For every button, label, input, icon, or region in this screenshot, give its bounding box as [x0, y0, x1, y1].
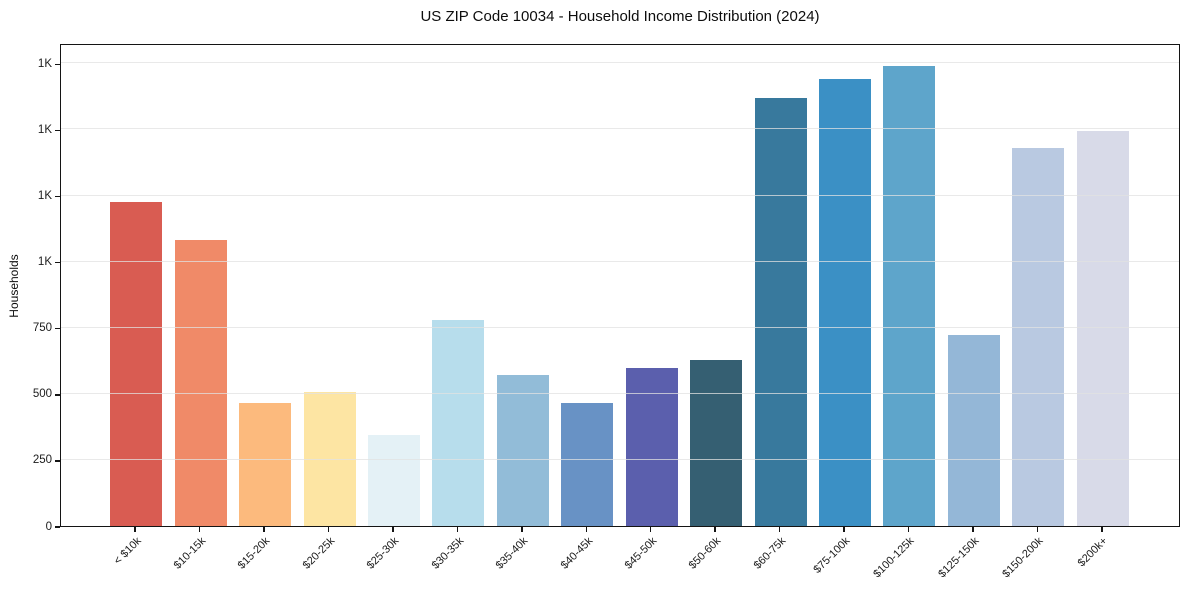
gridline [61, 392, 1179, 394]
x-tick-label: $45-50k [622, 535, 660, 572]
y-tick-mark [54, 327, 60, 330]
y-tick-mark [54, 129, 60, 132]
x-tick-label: $150-200k [1000, 535, 1046, 581]
x-tick-label: $50-60k [687, 535, 724, 572]
chart-title: US ZIP Code 10034 - Household Income Dis… [420, 8, 820, 25]
x-tick-mark [521, 527, 523, 532]
x-tick-label: $15-20k [235, 535, 273, 572]
bar-< $10k [110, 202, 163, 526]
y-tick-label: 1K [37, 57, 52, 70]
bar-$15-20k [239, 403, 292, 526]
bar-$35-40k [496, 374, 549, 526]
bar-$10-15k [174, 240, 227, 526]
x-tick-mark [392, 527, 394, 532]
plot-area [60, 44, 1180, 527]
x-tick-label: $40-45k [558, 535, 595, 572]
y-tick-label: 1K [37, 190, 52, 203]
x-tick-mark [972, 527, 974, 532]
bar-$75-100k [819, 79, 872, 526]
x-tick-mark [649, 527, 652, 532]
x-tick-label: $60-75k [751, 535, 789, 572]
gridline [61, 260, 1179, 262]
x-tick-label: $75-100k [811, 535, 853, 576]
x-tick-label: < $10k [111, 535, 144, 568]
x-tick-label: $200k+ [1076, 535, 1111, 570]
bar-$200k+ [1076, 131, 1129, 526]
gridline [61, 194, 1179, 196]
y-tick-mark [54, 526, 60, 528]
x-tick-mark [134, 527, 136, 532]
x-tick-mark [456, 527, 459, 532]
x-tick-label: $35-40k [493, 535, 531, 572]
bar-$100-125k [883, 65, 936, 526]
gridline [61, 62, 1179, 64]
gridline [61, 326, 1179, 328]
y-tick-label: 750 [32, 322, 52, 335]
bar-$50-60k [690, 359, 743, 526]
bar-$40-45k [561, 402, 614, 526]
y-tick-mark [54, 195, 60, 198]
bar-$25-30k [367, 434, 420, 526]
gridline [61, 128, 1179, 130]
x-tick-label: $30-35k [429, 535, 466, 572]
bar-$30-35k [432, 320, 485, 526]
x-tick-mark [778, 527, 781, 532]
y-tick-mark [54, 394, 60, 396]
y-tick-label: 500 [32, 388, 52, 401]
y-tick-label: 1K [37, 256, 52, 269]
x-tick-mark [585, 527, 588, 532]
x-tick-mark [327, 527, 330, 532]
y-tick-mark [54, 460, 60, 462]
bar-$45-50k [625, 367, 678, 526]
x-tick-mark [1036, 527, 1039, 532]
bar-$125-150k [947, 335, 1000, 526]
x-tick-mark [843, 527, 845, 532]
y-tick-label: 250 [32, 454, 52, 467]
x-tick-label: $125-150k [936, 535, 982, 581]
gridline [61, 458, 1179, 460]
bar-$150-200k [1012, 148, 1065, 526]
x-tick-label: $100-125k [871, 535, 917, 581]
y-tick-label: 1K [37, 123, 52, 136]
x-tick-mark [198, 527, 201, 532]
x-tick-mark [263, 527, 265, 532]
x-tick-label: $20-25k [300, 535, 338, 572]
x-tick-label: $25-30k [364, 535, 402, 572]
x-tick-mark [907, 527, 910, 532]
x-tick-mark [714, 527, 716, 532]
y-tick-mark [54, 261, 60, 264]
x-tick-mark [1101, 527, 1103, 532]
x-tick-label: $10-15k [171, 535, 209, 572]
y-tick-label: 0 [45, 520, 52, 533]
y-tick-mark [54, 63, 60, 66]
bar-$60-75k [754, 97, 807, 526]
